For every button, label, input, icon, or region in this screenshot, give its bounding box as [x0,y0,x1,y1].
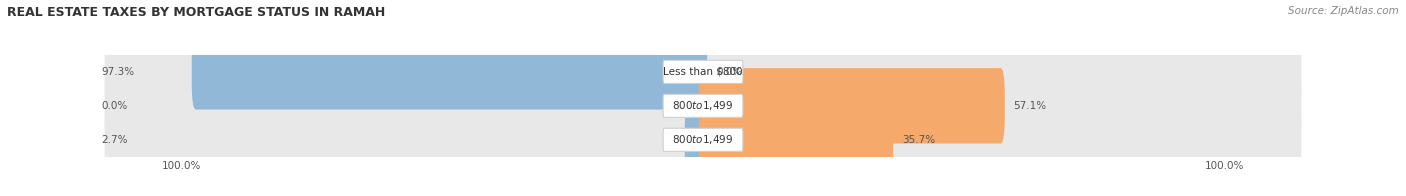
Text: 97.3%: 97.3% [101,67,134,77]
Legend: Without Mortgage, With Mortgage: Without Mortgage, With Mortgage [583,193,823,196]
FancyBboxPatch shape [104,43,1302,101]
Text: 35.7%: 35.7% [903,135,935,145]
FancyBboxPatch shape [699,68,1005,143]
Text: REAL ESTATE TAXES BY MORTGAGE STATUS IN RAMAH: REAL ESTATE TAXES BY MORTGAGE STATUS IN … [7,6,385,19]
FancyBboxPatch shape [664,94,742,117]
FancyBboxPatch shape [104,111,1302,169]
FancyBboxPatch shape [699,102,893,178]
Text: 0.0%: 0.0% [101,101,128,111]
Text: $800 to $1,499: $800 to $1,499 [672,133,734,146]
Text: 0.0%: 0.0% [716,67,742,77]
FancyBboxPatch shape [104,77,1302,135]
Text: Source: ZipAtlas.com: Source: ZipAtlas.com [1288,6,1399,16]
FancyBboxPatch shape [664,60,742,83]
Text: $800 to $1,499: $800 to $1,499 [672,99,734,112]
Text: Less than $800: Less than $800 [664,67,742,77]
Text: 2.7%: 2.7% [101,135,128,145]
FancyBboxPatch shape [191,34,707,110]
Text: 57.1%: 57.1% [1014,101,1046,111]
FancyBboxPatch shape [664,128,742,151]
FancyBboxPatch shape [685,102,707,178]
